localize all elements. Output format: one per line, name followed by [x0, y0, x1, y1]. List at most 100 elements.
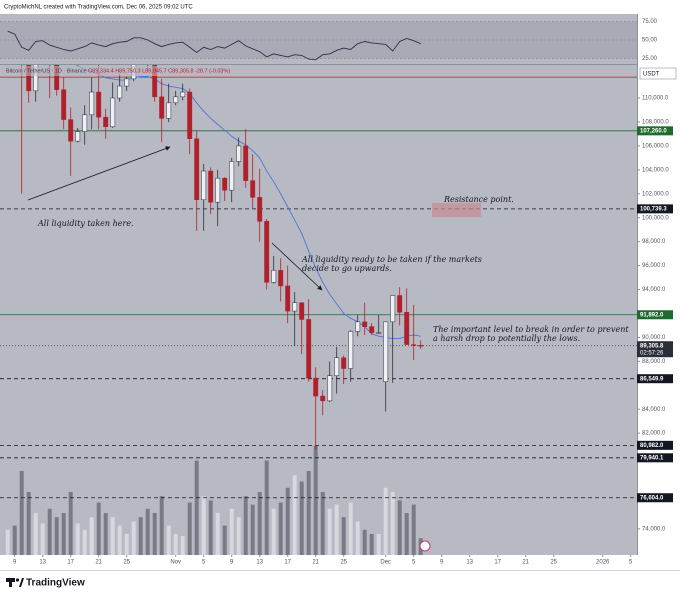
level-label: 76,604.0 [640, 495, 664, 501]
volume-bar [187, 502, 192, 555]
candle-body [376, 332, 382, 334]
volume-bar [110, 517, 115, 555]
x-tick-label: 13 [466, 560, 473, 566]
candle-body [215, 177, 221, 203]
candle-body [334, 357, 340, 376]
level-label-bg [637, 341, 673, 358]
x-tick-label: 5 [202, 560, 206, 566]
volume-bar [362, 529, 367, 555]
candle-body [243, 145, 249, 181]
rsi-line [7, 30, 421, 61]
x-tick-label: 2026 [596, 560, 610, 566]
legend-title: Bitcoin / TetherUS · 1D · Binance [6, 68, 87, 74]
annotations: All liquidity taken here. Resistance poin… [37, 195, 629, 343]
volume-bar [229, 508, 234, 555]
rsi-tick-label: 25.00 [642, 56, 658, 62]
candle-body [278, 270, 284, 287]
level-label-bg [637, 453, 673, 463]
volume-bar [103, 513, 108, 555]
volume-bar [194, 460, 199, 555]
x-tick-label: 21 [312, 560, 319, 566]
x-tick-label: 9 [230, 560, 234, 566]
volume-bar [152, 513, 157, 555]
candle-body [96, 91, 102, 118]
x-tick-label: 21 [522, 560, 529, 566]
annotation: decide to go upwards. [302, 264, 392, 273]
y-tick-label: 74,000.0 [642, 526, 666, 532]
annotation: Resistance point. [443, 195, 514, 204]
volume-bar [5, 529, 10, 555]
rsi-pane [0, 14, 637, 64]
candle-body [348, 331, 354, 369]
level-label: 86,549.9 [640, 376, 664, 382]
volume-bar [145, 508, 150, 555]
x-tick-label: Nov [170, 560, 181, 566]
x-axis: 9 13 17 21 25 Nov 5 9 13 17 21 25 Dec 5 9 13 17 21 25 2026 5 [13, 555, 633, 566]
volume-bar [313, 445, 318, 555]
x-tick-label: 17 [67, 560, 74, 566]
candle-body [75, 131, 81, 142]
candle-body [124, 78, 130, 87]
x-tick-label: 13 [39, 560, 46, 566]
volume-bar [54, 517, 59, 555]
countdown: 02:57:26 [640, 350, 664, 356]
x-tick-label: 25 [123, 560, 130, 566]
volume-bar [89, 517, 94, 555]
volume-bar [96, 502, 101, 555]
y-tick-label: 84,000.0 [642, 407, 666, 413]
candle-body [404, 312, 410, 345]
volume-bar [257, 492, 262, 555]
candle-body [320, 395, 326, 402]
candle-body [229, 161, 235, 191]
candle-body [306, 319, 312, 379]
volume-bar [222, 525, 227, 555]
candle-body [89, 91, 95, 116]
volume-bar [299, 481, 304, 555]
level-label-bg [637, 493, 673, 503]
level-label-bg [637, 310, 673, 320]
annotation: All liquidity ready to be taken if the m… [301, 255, 482, 264]
volume-bar [75, 523, 80, 555]
y-tick-label: 82,000.0 [642, 431, 666, 437]
volume-bar [334, 504, 339, 555]
candle-body [201, 170, 207, 201]
volume-bar [285, 487, 290, 555]
volume-bar [383, 487, 388, 555]
level-label: 80,982.0 [640, 443, 664, 449]
y-tick-label: 104,000.0 [642, 167, 669, 173]
candle-body [68, 119, 74, 142]
candle-body [117, 85, 123, 99]
x-tick-label: 9 [13, 560, 17, 566]
annotation: a harsh drop to potentially the lows. [433, 334, 580, 343]
candle-body [292, 302, 298, 312]
x-tick-label: 5 [629, 560, 633, 566]
candles-group [21, 65, 424, 450]
resistance-zone [432, 203, 481, 217]
volume-bar [264, 460, 269, 555]
volume-bar [243, 496, 248, 555]
candle-body [355, 321, 361, 332]
volume-bar [166, 525, 171, 555]
rsi-group [0, 21, 637, 61]
logo-mark [9, 578, 12, 587]
y-tick-label: 106,000.0 [642, 143, 669, 149]
x-tick-label: 5 [412, 560, 416, 566]
volume-bar [278, 502, 283, 555]
event-icon [419, 540, 431, 552]
volume-bar [327, 508, 332, 555]
volume-bar [215, 513, 220, 555]
header: CryptoMichNL created with TradingView.co… [4, 5, 193, 11]
volume-bar [138, 517, 143, 555]
volume-bar [82, 529, 87, 555]
candle-body [369, 326, 375, 333]
candle-body [166, 102, 172, 119]
level-label-bg [637, 204, 673, 214]
y-tick-label: 100,000.0 [642, 215, 669, 221]
candle-body [327, 375, 333, 402]
level-label: 79,940.1 [640, 455, 664, 461]
level-label: 91,892.0 [640, 312, 664, 318]
volume-bar [19, 471, 24, 555]
volume-bar [26, 492, 31, 555]
candle-body [33, 65, 39, 92]
